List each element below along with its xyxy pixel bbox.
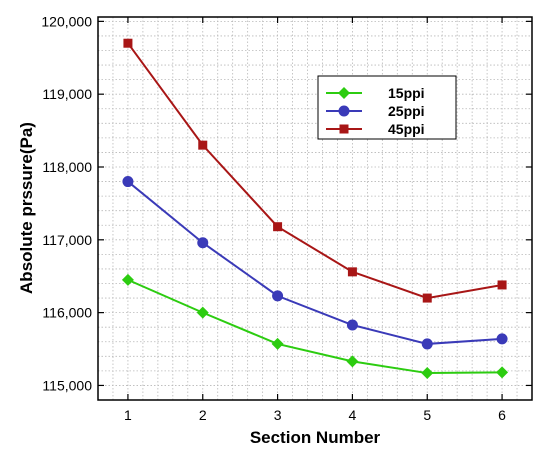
data-point-25ppi — [197, 237, 209, 249]
series-line-45ppi — [127, 42, 503, 300]
series-line-15ppi — [127, 278, 503, 375]
data-point-25ppi — [346, 319, 358, 331]
y-axis-title: Absolute prssure(Pa) — [17, 122, 36, 294]
y-tick-label: 117,000 — [42, 232, 92, 248]
y-tick-label: 118,000 — [42, 159, 92, 175]
x-tick-label: 3 — [274, 407, 282, 423]
y-tick-label: 116,000 — [42, 305, 92, 321]
data-point-45ppi — [273, 222, 283, 232]
x-tick-label: 1 — [124, 407, 132, 423]
y-tick-label: 115,000 — [42, 377, 92, 393]
x-axis-title: Section Number — [250, 428, 381, 447]
series-15ppi — [121, 273, 509, 380]
data-point-25ppi — [421, 338, 433, 350]
series-line-25ppi — [127, 180, 503, 345]
legend-label-15ppi: 15ppi — [388, 85, 425, 101]
grid — [97, 17, 533, 401]
x-tick-label: 6 — [498, 407, 506, 423]
plot-frame — [97, 16, 533, 401]
legend: 15ppi 25ppi 45ppi — [317, 75, 457, 140]
series-45ppi — [123, 38, 507, 303]
data-point-45ppi — [198, 140, 208, 150]
x-tick-label: 4 — [349, 407, 357, 423]
legend-marker-45ppi — [339, 124, 349, 134]
legend-marker-25ppi — [338, 105, 350, 117]
data-point-15ppi — [496, 366, 509, 379]
data-point-45ppi — [347, 267, 357, 277]
y-tick-label: 120,000 — [41, 13, 92, 29]
data-point-15ppi — [271, 337, 284, 350]
x-tick-label: 2 — [199, 407, 207, 423]
data-point-15ppi — [421, 367, 434, 380]
data-point-25ppi — [122, 176, 134, 188]
legend-label-25ppi: 25ppi — [388, 103, 425, 119]
x-tick-label: 5 — [423, 407, 431, 423]
data-point-15ppi — [121, 273, 134, 286]
data-point-25ppi — [496, 333, 508, 345]
y-tick-label: 119,000 — [42, 86, 92, 102]
axis-ticks: 1 2 3 4 5 6 115,000 116,000 117,000 118,000 119,00… — [41, 13, 532, 423]
legend-label-45ppi: 45ppi — [388, 121, 425, 137]
data-point-15ppi — [346, 355, 359, 368]
data-point-15ppi — [196, 306, 209, 319]
legend-marker-15ppi — [338, 87, 350, 99]
data-point-45ppi — [422, 293, 432, 303]
data-point-45ppi — [497, 280, 507, 290]
series-25ppi — [122, 176, 508, 350]
series-layer — [121, 38, 509, 380]
data-point-25ppi — [272, 290, 284, 302]
data-point-45ppi — [123, 38, 133, 48]
